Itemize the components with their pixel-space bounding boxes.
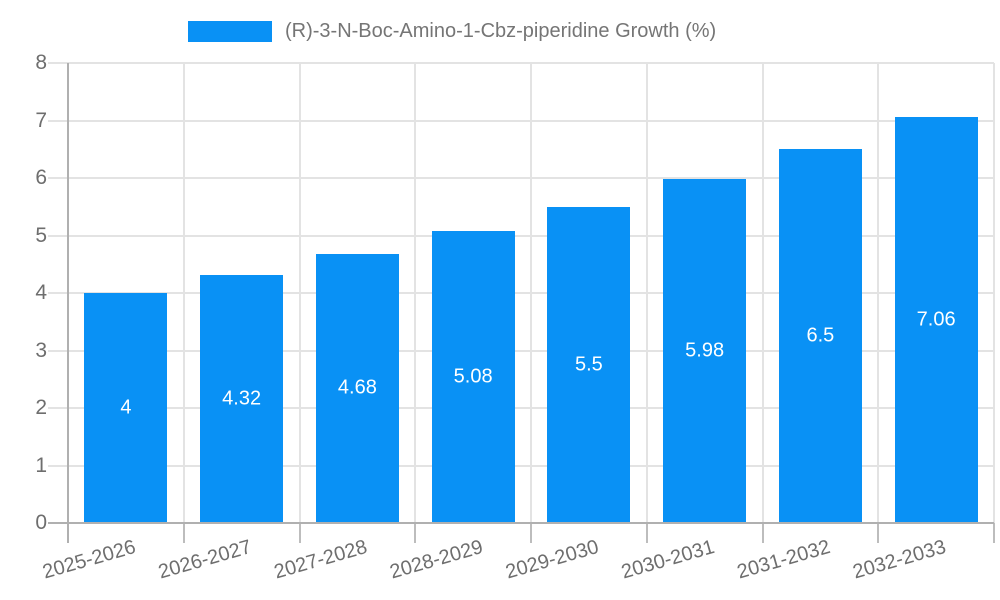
y-tick-label: 1 [35,453,47,477]
axis-tick [182,523,185,543]
y-tick-label: 2 [35,396,47,419]
axis-tick [530,523,532,543]
gridline [48,464,994,467]
gridline [877,63,880,523]
axis-tick [877,523,880,543]
bar-value-label: 4.68 [337,376,377,399]
y-tick-label: 7 [35,108,47,132]
x-axis-line [48,522,994,524]
axis-tick [298,523,301,543]
bar-value-label: 4 [120,396,132,419]
gridline [298,63,301,523]
bar-value-label: 5.5 [574,353,603,376]
gridline [48,349,994,352]
gridline [182,63,185,523]
gridline [48,292,994,294]
gridline [414,63,417,523]
bar: 5.5 [547,206,631,523]
gridline [761,63,764,523]
y-tick-label: 6 [35,166,47,189]
bar: 4.32 [200,274,284,523]
axis-tick [645,523,648,543]
bar-value-label: 7.06 [916,308,956,331]
gridline [48,177,994,179]
bar-value-label: 4.32 [222,387,262,410]
bar-value-label: 5.98 [685,339,725,362]
y-tick-label: 5 [35,223,47,247]
legend-swatch [188,21,272,42]
bar: 7.06 [894,117,978,523]
legend-label: (R)-3-N-Boc-Amino-1-Cbz-piperidine Growt… [285,20,717,42]
gridline [48,62,994,64]
gridline [48,407,994,409]
y-tick-label: 4 [35,281,47,304]
bar: 4 [84,293,168,523]
y-tick-label: 3 [35,338,47,362]
axis-tick [993,523,995,543]
bar: 5.98 [663,179,747,523]
axis-tick [761,523,764,543]
bar-value-label: 6.5 [806,324,835,347]
y-tick-label: 8 [35,51,47,74]
bar-value-label: 5.08 [453,365,493,388]
axis-tick [414,523,417,543]
gridline [48,119,994,122]
gridline [993,63,995,523]
gridline [530,63,532,523]
bar: 6.5 [778,149,862,523]
y-tick-label: 0 [35,511,47,534]
bar: 5.08 [431,230,515,523]
y-axis-line [67,63,69,543]
gridline [48,234,994,237]
gridline [645,63,648,523]
bar: 4.68 [315,253,399,523]
